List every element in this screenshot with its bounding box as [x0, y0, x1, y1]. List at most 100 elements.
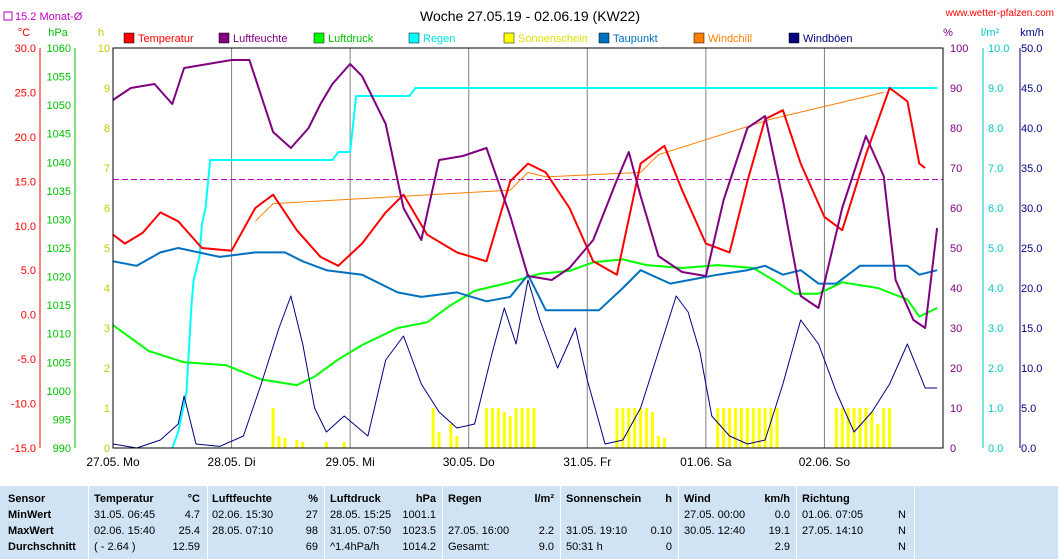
legend-label: Taupunkt: [613, 33, 658, 45]
sunshine-bar: [449, 424, 453, 448]
cell-hum-time: 28.05. 07:10: [212, 525, 274, 537]
header-dir: Richtung: [802, 493, 850, 505]
tick-label-temp: 0.0: [21, 310, 36, 322]
sunshine-bar: [295, 440, 299, 448]
tick-label-sun: 8: [104, 123, 110, 135]
tick-label-wind: 15.0: [1021, 323, 1042, 335]
sunshine-bar: [757, 408, 761, 448]
cell-dir-time: 27.05. 14:10: [802, 525, 864, 537]
tick-label-rain: 1.0: [988, 403, 1003, 415]
tick-label-rain: 3.0: [988, 323, 1003, 335]
cell-press-value: 1001.1: [402, 509, 436, 521]
sunshine-bar: [627, 408, 631, 448]
table-divider: [678, 486, 679, 559]
tick-label-pressure: 1050: [47, 100, 71, 112]
tick-label-pressure: 990: [53, 443, 71, 455]
tick-label-pressure: 1025: [47, 243, 71, 255]
sunshine-bar: [775, 408, 779, 448]
header-sun-unit: h: [665, 493, 672, 505]
header-press-unit: hPa: [415, 493, 436, 505]
series-lines: [112, 59, 939, 449]
cell-sun-value: 0.10: [650, 525, 672, 537]
tick-label-pressure: 1015: [47, 300, 71, 312]
sunshine-bar: [490, 408, 494, 448]
legend-label: Temperatur: [138, 33, 194, 45]
tick-label-pressure: 1010: [47, 329, 71, 341]
tick-label-wind: 0.0: [1021, 443, 1036, 455]
legend-label: Windböen: [803, 33, 853, 45]
tick-label-rain: 10.0: [988, 43, 1009, 55]
legend-label: Luftdruck: [328, 33, 374, 45]
sunshine-bar: [834, 408, 838, 448]
cell-press-value: 1023.5: [402, 525, 436, 537]
axis-unit-rain: l/m²: [981, 27, 1000, 39]
cell-rain-time: Gesamt:: [448, 541, 490, 553]
sunshine-bar: [769, 408, 773, 448]
tick-label-sun: 3: [104, 323, 110, 335]
row-label: MaxWert: [8, 525, 54, 537]
legend-label: Luftfeuchte: [233, 33, 287, 45]
legend-swatch: [503, 32, 515, 44]
tick-label-pressure: 1035: [47, 186, 71, 198]
tick-label-pressure: 1000: [47, 386, 71, 398]
tick-label-rain: 0.0: [988, 443, 1003, 455]
sunshine-bar: [846, 408, 850, 448]
sunshine-bar: [763, 408, 767, 448]
header-hum-unit: %: [308, 493, 318, 505]
tick-label-sun: 4: [104, 283, 110, 295]
tick-label-sun: 10: [98, 43, 110, 55]
sunshine-bar: [751, 408, 755, 448]
tick-label-wind: 50.0: [1021, 43, 1042, 55]
table-divider: [796, 486, 797, 559]
sunshine-bars: [271, 408, 892, 448]
tick-label-humidity: 90: [950, 83, 962, 95]
tick-label-pressure: 1040: [47, 157, 71, 169]
weather-chart: Woche 27.05.19 - 02.06.19 (KW22) www.wet…: [3, 8, 1054, 469]
tick-label-temp: 30.0: [15, 43, 36, 55]
legend-label: Windchill: [708, 33, 752, 45]
x-tick-label: 27.05. Mo: [86, 455, 140, 469]
cell-temp-time: 02.06. 15:40: [94, 525, 156, 537]
axis-unit-wind: km/h: [1020, 27, 1044, 39]
cell-hum-value: 27: [305, 509, 318, 521]
legend-swatch: [693, 32, 705, 44]
sunshine-bar: [502, 412, 506, 448]
tick-label-wind: 40.0: [1021, 123, 1042, 135]
source-url[interactable]: www.wetter-pfalzen.com: [945, 8, 1054, 19]
sunshine-bar: [716, 408, 720, 448]
tick-label-humidity: 20: [950, 363, 962, 375]
sunshine-bar: [615, 408, 619, 448]
cell-wind-value: 19.1: [768, 525, 790, 537]
cell-temp-time: ( - 2.64 ): [94, 541, 136, 553]
month-avg-label: 15.2 Monat-Ø: [15, 11, 83, 23]
legend-swatch: [218, 32, 230, 44]
table-divider: [560, 486, 561, 559]
month-avg-marker-icon: [3, 11, 13, 21]
tick-label-humidity: 80: [950, 123, 962, 135]
cell-press-time: 28.05. 15:25: [330, 509, 392, 521]
row-label: MinWert: [8, 509, 52, 521]
tick-label-rain: 9.0: [988, 83, 1003, 95]
sunshine-bar: [526, 408, 530, 448]
header-temp: Temperatur: [94, 493, 154, 505]
sunshine-bar: [283, 438, 287, 448]
tick-label-humidity: 30: [950, 323, 962, 335]
sunshine-bar: [532, 408, 536, 448]
sunshine-bar: [662, 438, 666, 448]
tick-label-rain: 5.0: [988, 243, 1003, 255]
legend-swatch: [313, 32, 325, 44]
sunshine-bar: [722, 408, 726, 448]
tick-label-sun: 2: [104, 363, 110, 375]
table-divider: [442, 486, 443, 559]
sunshine-bar: [876, 424, 880, 448]
table-divider: [207, 486, 208, 559]
tick-label-sun: 7: [104, 163, 110, 175]
cell-temp-time: 31.05. 06:45: [94, 509, 156, 521]
tick-label-humidity: 70: [950, 163, 962, 175]
sunshine-bar: [496, 408, 500, 448]
tick-label-temp: 15.0: [15, 176, 36, 188]
chart-title: Woche 27.05.19 - 02.06.19 (KW22): [420, 8, 640, 24]
tick-label-pressure: 1005: [47, 357, 71, 369]
tick-label-rain: 4.0: [988, 283, 1003, 295]
x-tick-label: 28.05. Di: [208, 455, 256, 469]
